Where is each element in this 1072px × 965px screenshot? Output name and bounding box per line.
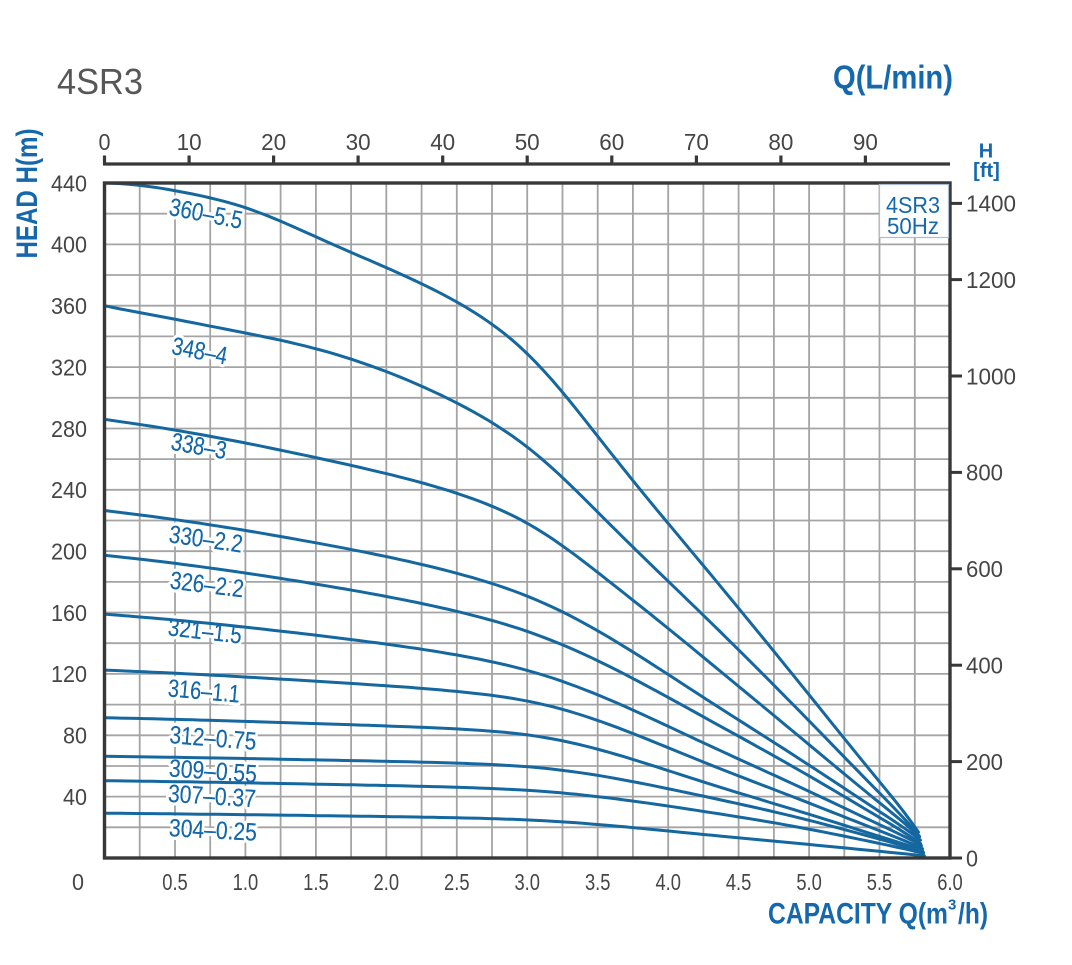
svg-text:3.5: 3.5: [585, 869, 611, 895]
svg-text:0.5: 0.5: [162, 869, 188, 895]
svg-text:3.0: 3.0: [514, 869, 540, 895]
svg-text:312–0.75: 312–0.75: [168, 721, 257, 756]
svg-text:H: H: [979, 141, 993, 163]
svg-text:1200: 1200: [966, 267, 1016, 293]
svg-text:0: 0: [72, 869, 84, 895]
svg-text:/h): /h): [958, 898, 988, 931]
svg-text:1.5: 1.5: [303, 869, 329, 895]
svg-text:Q(L/min): Q(L/min): [833, 59, 953, 96]
svg-text:280: 280: [51, 416, 87, 442]
svg-text:160: 160: [51, 600, 87, 626]
svg-text:1400: 1400: [966, 191, 1016, 217]
svg-text:200: 200: [51, 539, 87, 565]
svg-text:4.5: 4.5: [726, 869, 752, 895]
svg-text:50Hz: 50Hz: [887, 213, 939, 239]
svg-text:600: 600: [966, 556, 1003, 582]
svg-text:6.0: 6.0: [937, 869, 963, 895]
svg-text:5.5: 5.5: [867, 869, 893, 895]
svg-text:20: 20: [261, 129, 286, 155]
svg-text:309–0.55: 309–0.55: [168, 754, 258, 788]
svg-text:240: 240: [51, 477, 87, 503]
svg-text:4SR3: 4SR3: [57, 61, 143, 102]
svg-text:1.0: 1.0: [233, 869, 259, 895]
svg-text:2.5: 2.5: [444, 869, 470, 895]
svg-text:0: 0: [99, 129, 111, 155]
svg-text:120: 120: [51, 661, 87, 687]
svg-text:316–1.1: 316–1.1: [167, 674, 241, 708]
svg-text:80: 80: [63, 723, 87, 749]
svg-text:2.0: 2.0: [374, 869, 400, 895]
svg-text:320: 320: [51, 354, 87, 380]
svg-text:HEAD H(m): HEAD H(m): [11, 129, 44, 259]
svg-text:70: 70: [684, 129, 709, 155]
svg-text:360: 360: [51, 293, 87, 319]
svg-text:307–0.37: 307–0.37: [167, 780, 257, 813]
svg-text:50: 50: [515, 129, 540, 155]
svg-text:CAPACITY Q(m: CAPACITY Q(m: [768, 898, 948, 931]
svg-text:4.0: 4.0: [655, 869, 681, 895]
svg-text:80: 80: [768, 129, 793, 155]
svg-text:440: 440: [51, 170, 87, 196]
svg-text:5.0: 5.0: [796, 869, 822, 895]
svg-text:90: 90: [853, 129, 878, 155]
svg-text:10: 10: [177, 129, 202, 155]
svg-text:30: 30: [346, 129, 371, 155]
svg-text:1000: 1000: [966, 363, 1016, 389]
svg-text:400: 400: [966, 653, 1003, 679]
svg-text:4SR3: 4SR3: [886, 192, 940, 218]
svg-text:304–0.25: 304–0.25: [168, 814, 257, 847]
svg-text:800: 800: [966, 460, 1003, 486]
svg-text:[ft]: [ft]: [973, 160, 1000, 182]
svg-text:40: 40: [430, 129, 455, 155]
svg-text:40: 40: [63, 784, 87, 810]
svg-text:3: 3: [948, 897, 956, 914]
svg-text:400: 400: [51, 232, 87, 258]
svg-text:0: 0: [966, 845, 978, 871]
svg-text:60: 60: [599, 129, 624, 155]
svg-text:200: 200: [966, 749, 1003, 775]
